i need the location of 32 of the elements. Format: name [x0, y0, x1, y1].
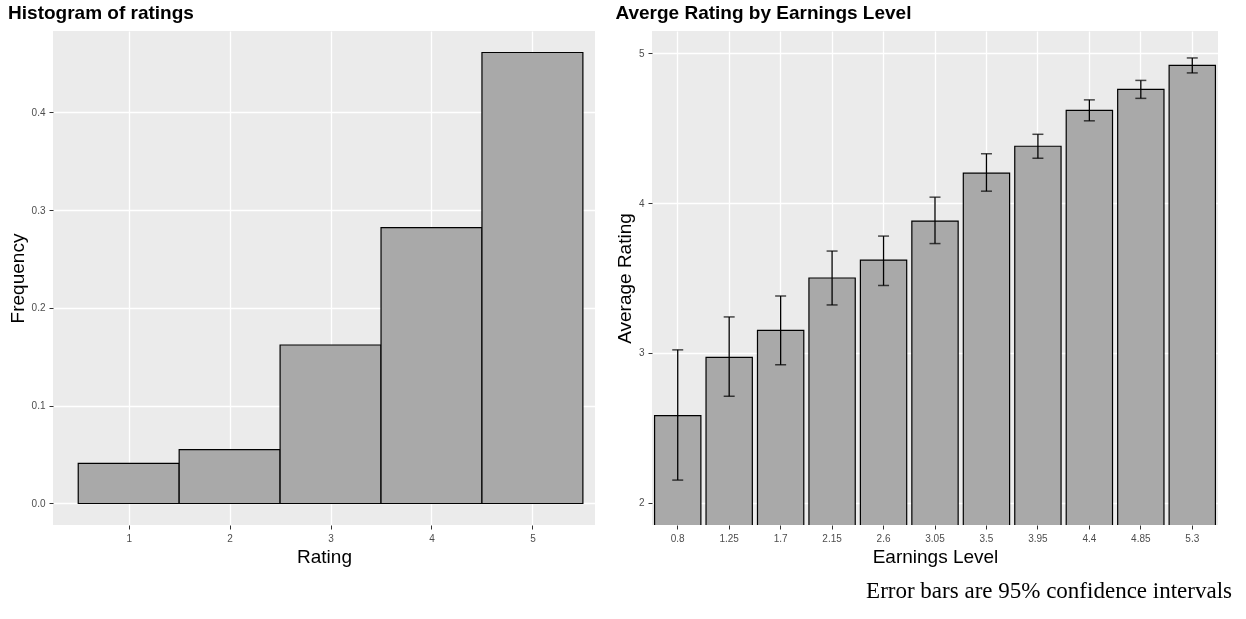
- x-axis-title: Earnings Level: [872, 545, 999, 567]
- y-axis-title: Average Rating: [613, 213, 635, 344]
- x-tick-label: 4.85: [1131, 532, 1151, 544]
- x-tick-label: 1.25: [719, 532, 740, 544]
- x-tick-label: 4.4: [1082, 532, 1097, 544]
- text: Error bars are 95% confidence intervals: [866, 578, 1232, 604]
- x-tick-label: 5: [530, 532, 537, 544]
- y-tick-label: 2: [638, 497, 645, 509]
- y-tick-label: 0.4: [31, 106, 46, 118]
- x-tick-label: 2: [227, 532, 234, 544]
- x-tick-label: 5.3: [1185, 532, 1200, 544]
- x-tick-label: 2.15: [822, 532, 843, 544]
- chart-title: Histogram of ratings: [8, 2, 194, 23]
- x-tick-label: 3.95: [1028, 532, 1049, 544]
- y-tick-label: 5: [638, 47, 645, 59]
- x-tick-label: 0.8: [670, 532, 686, 544]
- y-tick-label: 3: [638, 347, 645, 359]
- y-tick-label: 0.3: [31, 204, 46, 216]
- y-tick-label: 0.1: [31, 400, 46, 412]
- x-axis-title: Rating: [297, 545, 352, 567]
- y-tick-label: 4: [638, 197, 645, 209]
- y-axis-title: Frequency: [6, 233, 28, 324]
- x-tick-label: 2.6: [876, 532, 891, 544]
- x-tick-label: 3.05: [925, 532, 946, 544]
- y-tick-label: 0.0: [31, 497, 46, 509]
- chart-title: Averge Rating by Earnings Level: [615, 2, 912, 23]
- x-tick-label: 1: [126, 532, 133, 544]
- x-tick-label: 3.5: [979, 532, 994, 544]
- x-tick-label: 1.7: [773, 532, 789, 544]
- x-tick-label: 4: [429, 532, 436, 544]
- y-tick-label: 0.2: [31, 302, 46, 314]
- x-tick-label: 3: [328, 532, 335, 544]
